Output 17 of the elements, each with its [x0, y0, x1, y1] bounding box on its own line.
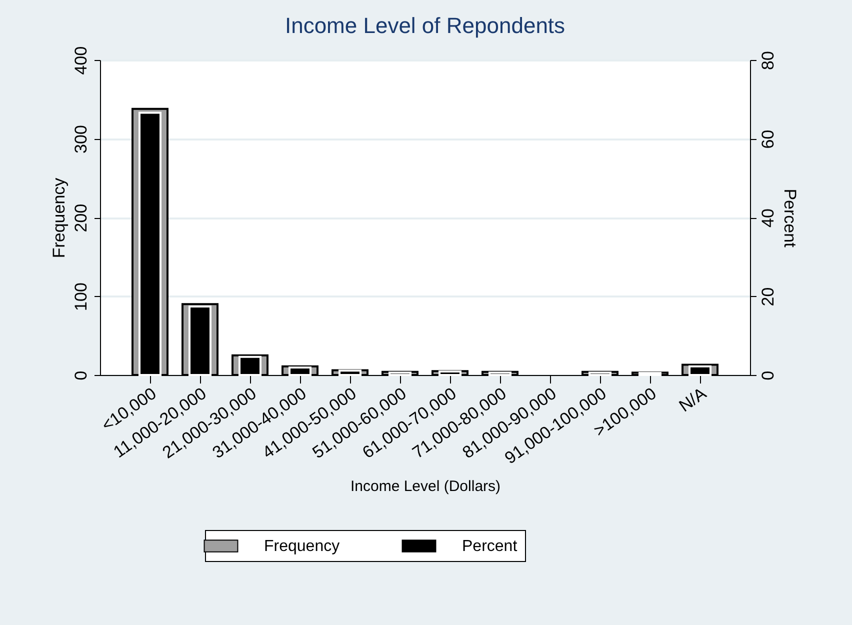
y-tick-label: 200	[72, 204, 90, 232]
legend-label: Frequency	[264, 538, 340, 555]
y2-tick-label: 20	[758, 287, 778, 306]
x-axis-title: Income Level (Dollars)	[350, 478, 501, 495]
y-tick-label: 100	[72, 282, 90, 311]
y-tick-label: 0	[72, 370, 90, 380]
y2-tick-label: 80	[758, 51, 778, 70]
y2-tick-label: 0	[758, 370, 778, 380]
y-tick-label: 400	[72, 46, 90, 75]
y-tick-label: 300	[72, 125, 90, 154]
x-tick-label: N/A	[676, 383, 710, 416]
y-axis-title: Frequency	[50, 177, 68, 258]
y2-axis-title: Percent	[780, 188, 800, 248]
chart-title: Income Level of Repondents	[284, 12, 566, 38]
y2-tick-label: 60	[758, 130, 778, 149]
legend-label: Percent	[462, 538, 518, 555]
y2-tick-label: 40	[758, 208, 778, 228]
